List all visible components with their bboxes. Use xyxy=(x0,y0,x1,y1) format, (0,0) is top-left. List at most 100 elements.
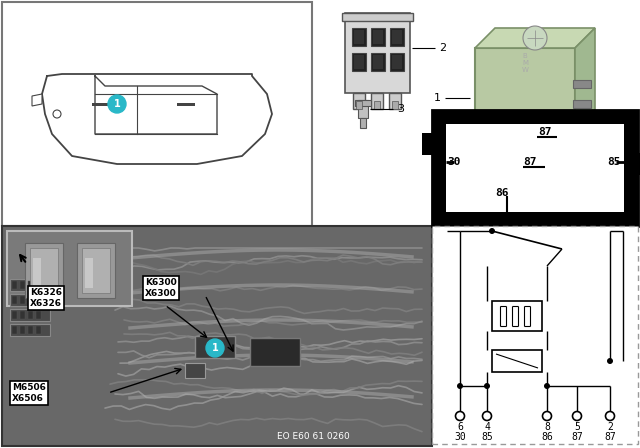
Bar xyxy=(373,30,383,44)
Bar xyxy=(7,231,132,306)
Bar xyxy=(28,296,33,304)
Circle shape xyxy=(206,339,224,357)
Text: 2: 2 xyxy=(439,43,446,53)
Bar xyxy=(28,311,33,319)
Bar xyxy=(77,243,115,298)
Circle shape xyxy=(483,412,492,421)
Bar xyxy=(551,148,559,170)
Circle shape xyxy=(108,95,126,113)
Bar xyxy=(345,13,410,93)
Bar xyxy=(392,55,402,69)
Bar xyxy=(353,93,365,109)
Bar xyxy=(373,55,383,69)
Bar xyxy=(12,311,17,319)
Bar xyxy=(10,309,50,321)
Text: K6326
X6326: K6326 X6326 xyxy=(30,289,62,308)
Bar xyxy=(33,258,41,288)
Bar xyxy=(506,148,514,170)
Bar xyxy=(85,258,93,288)
Bar xyxy=(28,326,33,334)
Text: 1: 1 xyxy=(114,99,120,109)
Bar xyxy=(352,53,366,71)
Text: 2: 2 xyxy=(607,422,613,432)
Text: 5: 5 xyxy=(574,422,580,432)
Bar xyxy=(36,281,41,289)
Text: 6: 6 xyxy=(457,422,463,432)
Bar xyxy=(82,248,110,293)
Text: 30: 30 xyxy=(447,157,461,167)
Bar xyxy=(355,100,371,106)
Text: 3: 3 xyxy=(397,104,404,114)
Bar xyxy=(360,118,366,128)
Circle shape xyxy=(544,383,550,389)
Bar xyxy=(342,13,413,21)
Bar xyxy=(422,133,434,155)
Bar xyxy=(36,311,41,319)
Bar xyxy=(30,248,58,293)
Circle shape xyxy=(523,26,547,50)
Text: K6300
X6300: K6300 X6300 xyxy=(145,278,177,298)
Text: 86: 86 xyxy=(495,188,509,198)
Bar xyxy=(2,226,432,446)
Bar xyxy=(177,103,195,106)
Bar xyxy=(36,296,41,304)
Text: 30: 30 xyxy=(454,432,466,442)
Text: 86: 86 xyxy=(541,432,553,442)
Bar xyxy=(354,30,364,44)
Circle shape xyxy=(573,412,582,421)
Circle shape xyxy=(543,412,552,421)
Bar xyxy=(185,363,205,378)
Circle shape xyxy=(489,228,495,234)
Bar xyxy=(12,326,17,334)
Bar xyxy=(10,294,50,306)
Text: B
M
W: B M W xyxy=(522,53,529,73)
Text: M6506
X6506: M6506 X6506 xyxy=(12,383,46,403)
Bar xyxy=(371,53,385,71)
Polygon shape xyxy=(575,28,595,148)
Bar xyxy=(371,93,383,109)
Bar xyxy=(392,30,402,44)
Text: 87: 87 xyxy=(571,432,583,442)
Circle shape xyxy=(605,412,614,421)
Polygon shape xyxy=(32,94,42,106)
Bar xyxy=(374,101,380,109)
Bar xyxy=(20,326,25,334)
Bar xyxy=(12,281,17,289)
Bar xyxy=(25,243,63,298)
Text: EO E60 61 0260: EO E60 61 0260 xyxy=(277,431,350,440)
Bar xyxy=(20,296,25,304)
Bar xyxy=(432,226,638,444)
Text: 1: 1 xyxy=(434,93,441,103)
Bar xyxy=(354,55,364,69)
Bar xyxy=(573,80,591,88)
Bar xyxy=(636,153,640,175)
Text: 87: 87 xyxy=(524,157,537,167)
Bar xyxy=(475,48,575,148)
Text: 1: 1 xyxy=(212,343,218,353)
Circle shape xyxy=(607,358,613,364)
Bar xyxy=(12,296,17,304)
Text: 87: 87 xyxy=(604,432,616,442)
Text: 85: 85 xyxy=(607,157,621,167)
Circle shape xyxy=(457,383,463,389)
Bar xyxy=(358,100,368,118)
Bar xyxy=(36,326,41,334)
Bar xyxy=(573,100,591,108)
Bar xyxy=(392,101,398,109)
Circle shape xyxy=(456,412,465,421)
Bar xyxy=(352,28,366,46)
Bar xyxy=(389,93,401,109)
Bar xyxy=(486,148,494,170)
Text: 8: 8 xyxy=(544,422,550,432)
Bar xyxy=(390,53,404,71)
Circle shape xyxy=(484,383,490,389)
Bar xyxy=(390,28,404,46)
Bar xyxy=(195,336,235,358)
Bar xyxy=(20,281,25,289)
Bar xyxy=(2,2,312,226)
Bar xyxy=(28,281,33,289)
Bar xyxy=(531,148,539,170)
Bar xyxy=(492,350,542,372)
Bar xyxy=(356,101,362,109)
Text: 87: 87 xyxy=(538,127,552,137)
